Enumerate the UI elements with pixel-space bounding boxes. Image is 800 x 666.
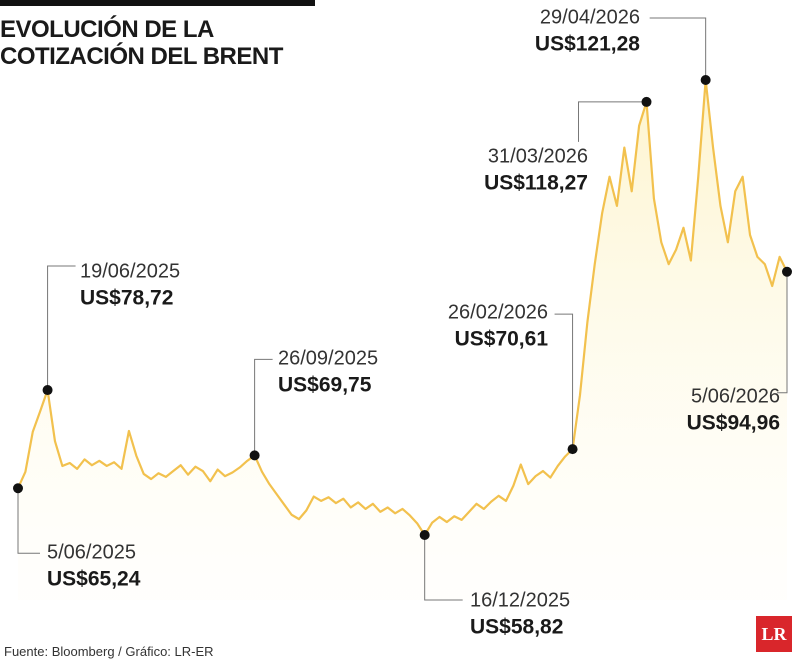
- date-label: 5/06/2026: [691, 385, 780, 407]
- leader-line: [17, 488, 40, 554]
- leader-line: [254, 358, 273, 456]
- data-point: [42, 385, 53, 396]
- data-point: [13, 483, 23, 494]
- leader-line: [424, 535, 463, 601]
- leader-line: [578, 101, 647, 142]
- data-point: [700, 75, 711, 85]
- value-label: US$58,82: [470, 616, 563, 639]
- value-label: US$70,61: [455, 328, 549, 351]
- line: [16, 78, 788, 537]
- data-point: [419, 530, 430, 540]
- value-label: US$78,72: [80, 287, 173, 310]
- date-label: 5/06/2025: [47, 541, 136, 563]
- source: Fuente: Bloomberg / Gráfico: LR-ER: [4, 644, 214, 659]
- date-label: 26/02/2026: [448, 301, 548, 323]
- top-bar: [0, 0, 315, 6]
- date-label: 16/12/2025: [470, 589, 570, 611]
- date-label: 29/04/2026: [540, 6, 640, 28]
- value-label: US$118,27: [484, 172, 588, 195]
- logo: LR: [756, 616, 792, 652]
- value-label: US$69,75: [278, 374, 372, 397]
- value-label: US$121,28: [535, 33, 640, 56]
- chart-title: EVOLUCIÓN DE LA COTIZACIÓN DEL BRENT: [0, 16, 283, 70]
- date-label: 26/09/2025: [278, 347, 378, 369]
- data-point: [249, 450, 260, 461]
- leader-line: [554, 313, 574, 450]
- data-point: [782, 266, 792, 277]
- value-label: US$94,96: [687, 412, 780, 435]
- date-label: 31/03/2026: [488, 145, 588, 167]
- date-label: 19/06/2025: [80, 260, 180, 282]
- value-label: US$65,24: [47, 568, 141, 591]
- leader-line: [649, 17, 707, 80]
- data-point: [641, 96, 652, 107]
- leader-line: [47, 265, 76, 391]
- leader-line: [777, 271, 788, 394]
- data-point: [567, 444, 578, 455]
- area: [18, 80, 787, 600]
